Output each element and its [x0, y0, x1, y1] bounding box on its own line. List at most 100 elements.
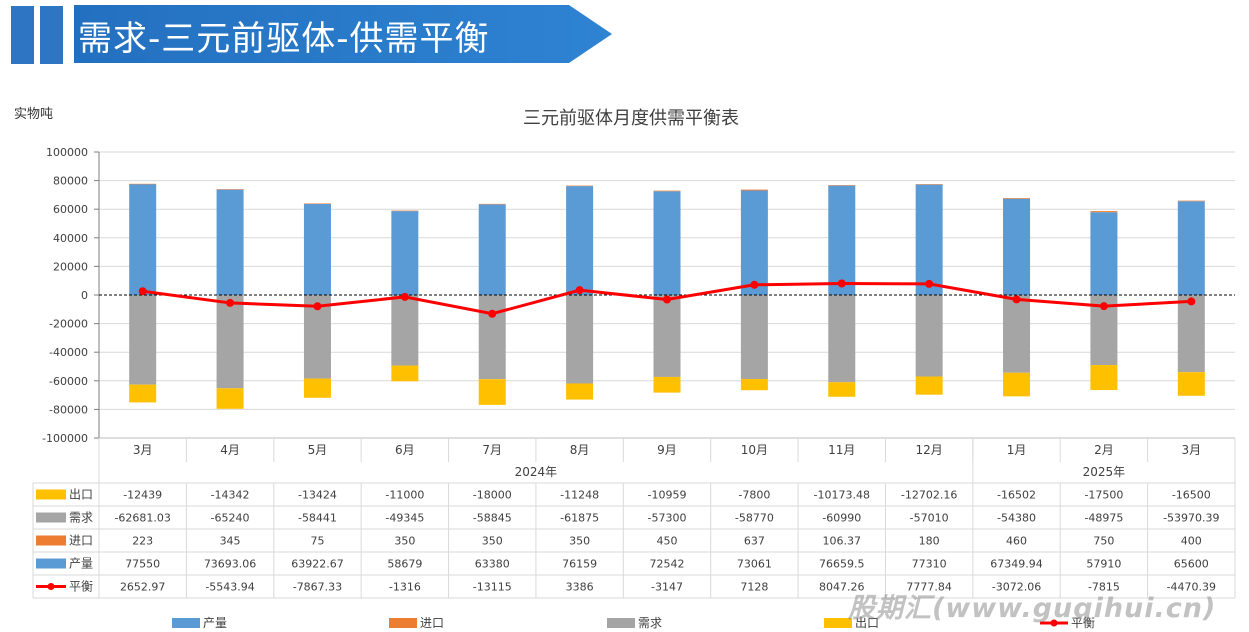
table-cell: -12702.16	[901, 489, 957, 502]
table-cell: 350	[394, 535, 415, 548]
balance-point	[663, 295, 671, 304]
bar-demand	[129, 295, 157, 385]
table-cell: 58679	[387, 558, 422, 571]
bar-import	[129, 183, 157, 185]
table-cell: 67349.94	[990, 558, 1043, 571]
bar-import	[1003, 198, 1031, 199]
table-cell: -48975	[1084, 512, 1123, 525]
table-cell: -10173.48	[814, 489, 870, 502]
bar-import	[740, 189, 768, 191]
table-cell: 65600	[1174, 558, 1209, 571]
x-tick-label: 2月	[1094, 443, 1114, 457]
legend-label: 出口	[855, 616, 879, 630]
balance-point	[1099, 302, 1108, 311]
bar-import	[478, 203, 506, 205]
bar-demand	[915, 295, 943, 377]
table-cell: 73693.06	[204, 558, 257, 571]
bar-import	[391, 210, 419, 212]
balance-point	[488, 309, 497, 318]
table-cell: 345	[220, 535, 241, 548]
bar-output	[129, 184, 157, 295]
bar-import	[1177, 200, 1205, 202]
table-cell: 76159	[562, 558, 597, 571]
x-tick-label: 4月	[220, 443, 240, 457]
y-tick-label: -20000	[49, 318, 88, 331]
x-tick-label: 12月	[916, 443, 943, 457]
table-cell: 77550	[125, 558, 160, 571]
legend-label: 进口	[420, 616, 444, 630]
legend-key	[824, 618, 852, 628]
balance-point	[837, 279, 846, 288]
y-tick-label: 40000	[53, 232, 88, 245]
table-cell: -17500	[1084, 489, 1123, 502]
bar-export	[653, 376, 681, 393]
legend-key	[172, 618, 200, 628]
bar-export	[915, 376, 943, 395]
table-cell: -58441	[298, 512, 337, 525]
table-cell: 750	[1093, 535, 1114, 548]
table-row-label: 进口	[69, 534, 93, 548]
y-tick-label: 0	[81, 289, 88, 302]
bar-output	[216, 189, 244, 295]
x-tick-label: 5月	[308, 443, 328, 457]
balance-point	[575, 286, 584, 295]
legend-key	[607, 618, 635, 628]
table-cell: 73061	[737, 558, 772, 571]
bar-output	[1090, 212, 1118, 295]
table-cell: 63380	[475, 558, 510, 571]
x-tick-label: 6月	[395, 443, 415, 457]
bar-export	[303, 378, 331, 398]
bar-output	[478, 204, 506, 295]
bar-output	[915, 184, 943, 295]
bar-demand	[740, 295, 768, 380]
table-cell: -60990	[822, 512, 861, 525]
table-row-label: 平衡	[69, 580, 93, 594]
bar-export	[391, 365, 419, 382]
table-cell: 350	[569, 535, 590, 548]
balance-point	[400, 292, 409, 301]
y-tick-label: -80000	[49, 403, 88, 416]
table-cell: -5543.94	[205, 581, 254, 594]
table-cell: -57300	[648, 512, 687, 525]
table-cell: -58770	[735, 512, 774, 525]
table-cell: -57010	[910, 512, 949, 525]
table-cell: -58845	[473, 512, 512, 525]
legend-key	[389, 618, 417, 628]
y-tick-label: 80000	[53, 175, 88, 188]
bar-demand	[216, 295, 244, 389]
y-tick-label: -60000	[49, 375, 88, 388]
table-cell: -7815	[1088, 581, 1120, 594]
year-label: 2024年	[515, 465, 558, 479]
table-legend-key-balance-marker	[47, 583, 55, 590]
bar-import	[303, 203, 331, 204]
table-cell: -7800	[738, 489, 770, 502]
balance-point	[925, 279, 934, 288]
bar-output	[566, 186, 594, 295]
x-tick-label: 10月	[741, 443, 768, 457]
table-cell: 57910	[1086, 558, 1121, 571]
table-row-label: 产量	[69, 557, 93, 571]
y-tick-label: -40000	[49, 346, 88, 359]
legend-label: 需求	[638, 616, 662, 630]
x-tick-label: 3月	[133, 443, 153, 457]
bar-export	[129, 384, 157, 403]
table-cell: 8047.26	[819, 581, 865, 594]
bar-output	[828, 185, 856, 295]
table-cell: 180	[919, 535, 940, 548]
bar-import	[828, 185, 856, 186]
table-cell: -13424	[298, 489, 337, 502]
bar-export	[1003, 372, 1031, 397]
table-cell: 350	[482, 535, 503, 548]
table-legend-key	[36, 558, 66, 569]
table-cell: -10959	[648, 489, 687, 502]
legend-label: 产量	[203, 616, 227, 630]
y-tick-label: 60000	[53, 203, 88, 216]
table-cell: -3072.06	[992, 581, 1041, 594]
bar-output	[1177, 201, 1205, 295]
table-cell: -16500	[1172, 489, 1211, 502]
table-cell: 76659.5	[819, 558, 865, 571]
table-cell: 77310	[912, 558, 947, 571]
unit-label: 实物吨	[14, 107, 54, 122]
x-tick-label: 9月	[657, 443, 677, 457]
y-tick-label: -100000	[42, 432, 88, 445]
